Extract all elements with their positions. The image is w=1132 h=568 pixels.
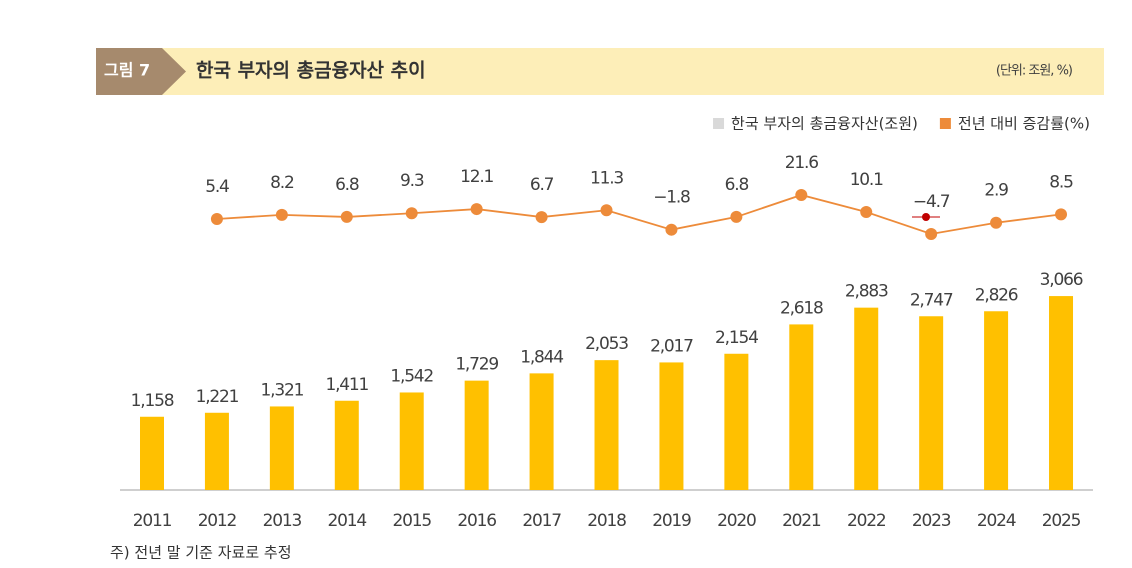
bar xyxy=(724,353,749,490)
x-tick-label: 2017 xyxy=(522,511,561,531)
bar xyxy=(659,362,684,490)
bar xyxy=(334,400,359,490)
bar-label: 2,154 xyxy=(715,328,758,348)
legend-label: 한국 부자의 총금융자산(조원) xyxy=(731,115,918,133)
line-label: −1.8 xyxy=(653,188,690,208)
bar-label: 1,729 xyxy=(455,355,498,375)
bar xyxy=(919,316,944,490)
highlight-dot xyxy=(922,213,930,221)
bar xyxy=(789,324,814,490)
line-point xyxy=(1055,208,1068,221)
line-point xyxy=(210,213,223,226)
bar xyxy=(594,360,619,490)
line-point xyxy=(405,207,418,220)
bar-label: 2,826 xyxy=(975,285,1018,305)
header-band xyxy=(96,48,1104,95)
x-tick-label: 2021 xyxy=(782,511,821,531)
line-label: 12.1 xyxy=(460,167,493,187)
bar xyxy=(204,412,229,490)
x-tick-label: 2011 xyxy=(133,511,172,531)
x-tick-label: 2019 xyxy=(652,511,691,531)
line-point xyxy=(730,210,743,223)
x-tick-label: 2015 xyxy=(392,511,431,531)
bar xyxy=(854,307,879,490)
figure-label: 그림 7 xyxy=(104,61,150,80)
line-point xyxy=(990,216,1003,229)
bar xyxy=(399,392,424,490)
line-label: −4.7 xyxy=(913,192,950,212)
bar-label: 1,411 xyxy=(325,375,368,395)
line-point xyxy=(470,203,483,216)
line-label: 21.6 xyxy=(785,153,818,173)
line-label: 2.9 xyxy=(984,181,1008,201)
footnote: 주) 전년 말 기준 자료로 추정 xyxy=(110,544,292,562)
bar xyxy=(1049,296,1074,490)
line-label: 10.1 xyxy=(850,170,883,190)
line-label: 6.7 xyxy=(530,175,554,195)
line-point xyxy=(600,204,613,217)
bar xyxy=(140,416,164,490)
x-tick-label: 2024 xyxy=(977,511,1016,531)
bar-label: 1,844 xyxy=(520,347,563,367)
bar-label: 1,542 xyxy=(390,366,433,386)
line-label: 6.8 xyxy=(725,175,749,195)
bar-label: 3,066 xyxy=(1040,270,1083,290)
x-tick-label: 2022 xyxy=(847,511,886,531)
line-label: 11.3 xyxy=(590,168,623,188)
x-tick-label: 2012 xyxy=(198,511,237,531)
bar xyxy=(464,380,489,490)
x-tick-label: 2020 xyxy=(717,511,756,531)
line-point xyxy=(795,188,808,201)
bar-label: 2,618 xyxy=(780,298,823,318)
line-label: 8.2 xyxy=(270,173,294,193)
line-point xyxy=(535,211,548,224)
x-tick-label: 2018 xyxy=(587,511,626,531)
x-tick-label: 2013 xyxy=(263,511,302,531)
bar xyxy=(269,406,294,490)
bar xyxy=(984,311,1009,490)
bar-label: 2,747 xyxy=(910,290,953,310)
line-label: 8.5 xyxy=(1049,172,1073,192)
line xyxy=(216,194,1062,235)
legend-swatch xyxy=(939,118,951,129)
bar-label: 2,017 xyxy=(650,336,693,356)
line-point xyxy=(860,206,873,219)
chart-title: 한국 부자의 총금융자산 추이 xyxy=(196,60,426,82)
line-point xyxy=(665,223,678,236)
line-point xyxy=(340,210,353,223)
bar-label: 2,883 xyxy=(845,282,888,302)
line-point xyxy=(925,227,938,240)
legend-label: 전년 대비 증감률(%) xyxy=(958,115,1090,133)
x-tick-label: 2025 xyxy=(1042,511,1081,531)
bar-label: 1,321 xyxy=(261,380,304,400)
bar-label: 1,158 xyxy=(131,391,174,411)
x-tick-label: 2023 xyxy=(912,511,951,531)
bar-label: 2,053 xyxy=(585,334,628,354)
bar-label: 1,221 xyxy=(196,387,239,407)
x-tick-label: 2014 xyxy=(328,511,367,531)
line-label: 5.4 xyxy=(205,177,229,197)
x-tick-label: 2016 xyxy=(457,511,496,531)
legend-swatch xyxy=(713,118,725,129)
line-label: 9.3 xyxy=(400,171,424,191)
header-tag xyxy=(96,48,186,95)
unit: (단위: 조원, %) xyxy=(996,64,1072,79)
line-point xyxy=(275,208,288,221)
line-label: 6.8 xyxy=(335,175,359,195)
bar xyxy=(529,373,554,490)
